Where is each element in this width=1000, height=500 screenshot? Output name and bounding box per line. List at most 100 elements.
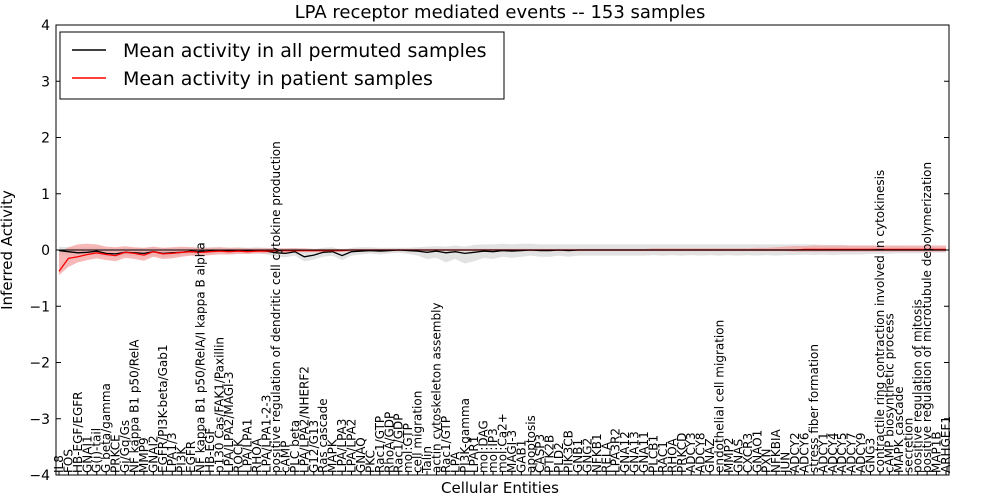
x-tick-label: ADCY2 <box>788 432 802 473</box>
x-tick-label: PTK2B <box>543 435 557 473</box>
y-tick-label: 0 <box>41 243 50 259</box>
x-tick-label: GNAO1 <box>750 430 764 473</box>
x-tick-label: NFKBIA <box>769 428 783 473</box>
x-tick-label: G12/G13 <box>307 420 321 473</box>
x-tick-label: GNB1 <box>571 439 585 473</box>
x-tick-label: NF kappa B1 p50/RelA/I kappa B alpha <box>194 242 208 473</box>
x-tick-label: GAB1 <box>514 440 528 473</box>
x-tick-label: PLCB1 <box>647 435 661 473</box>
y-tick-label: 1 <box>41 187 50 203</box>
y-tick-label: 3 <box>41 74 50 90</box>
x-tick-label: GNA12 <box>618 431 632 473</box>
x-tick-label: positive regulation of microtubule depol… <box>920 162 934 473</box>
x-tick-label: LPA1/3 <box>165 432 179 473</box>
x-tick-label: EGFR <box>184 441 198 473</box>
x-tick-label: PXN <box>760 449 774 473</box>
x-tick-label: GNG2 <box>580 438 594 473</box>
x-tick-label: LPA/LPA1-2-3 <box>260 395 274 473</box>
x-tick-label: cell migration <box>411 391 425 473</box>
x-tick-label: MMP9 <box>137 437 151 473</box>
x-tick-label: PKC <box>363 450 377 473</box>
x-tick-label: RhoA/GDP <box>382 412 396 473</box>
x-axis-label: Cellular Entities <box>441 479 559 497</box>
x-tick-label: GNG3 <box>864 438 878 473</box>
x-tick-label: cAMP <box>279 441 293 473</box>
x-tick-label: MAGI-3 <box>505 430 519 473</box>
x-tick-label: LPA <box>448 451 462 473</box>
x-tick-label: CASP3 <box>533 434 547 473</box>
y-tick-label: −1 <box>29 299 50 315</box>
x-tick-label: positive regulation of mitosis <box>911 299 925 473</box>
y-axis: −4 −3 −2 −1 0 1 2 3 4 <box>29 18 949 484</box>
legend-label-patient: Mean activity in patient samples <box>123 68 433 90</box>
x-tick-label: PLD2 <box>552 442 566 473</box>
x-tick-label: ADCY5 <box>835 432 849 473</box>
y-tick-label: 2 <box>41 131 50 147</box>
x-tick-label: contractile ring contraction involved in… <box>873 170 887 473</box>
x-tick-label: ROCK <box>231 438 245 473</box>
x-tick-label: PRKCD <box>675 433 689 473</box>
x-tick-label: Gi/Gq/Gs <box>118 420 132 473</box>
x-tick-label: mol:Ca2+ <box>496 413 510 473</box>
x-tick-label: GNAZ <box>703 438 717 473</box>
legend-label-permuted: Mean activity in all permuted samples <box>123 40 486 62</box>
x-tick-label: LPAR1 <box>467 436 481 473</box>
x-tick-label: Rac1/GTP <box>373 416 387 473</box>
x-tick-label: p130 Cas/FAK1/Paxillin <box>212 337 226 473</box>
x-tick-label: LPA/LPA2 <box>345 419 359 473</box>
x-tick-label: GNAS <box>731 439 745 473</box>
x-tick-label: Ras cascade <box>316 398 330 473</box>
x-tick-label: Rac1/GTP <box>439 416 453 473</box>
x-tick-label: secretion <box>901 418 915 473</box>
x-tick-label: GNAI2 <box>146 435 160 473</box>
x-tick-label: RELA <box>599 441 613 473</box>
x-tick-label: LPA/LPA2/NHERF2 <box>297 366 311 473</box>
x-tick-label: ADCY7 <box>845 432 859 473</box>
x-tick-label: apoptosis <box>524 415 538 473</box>
x-tick-label: LPA3R2 <box>609 428 623 473</box>
x-tick-label: NFKB1 <box>590 433 604 473</box>
x-tick-label: G beta/gamma <box>99 383 113 473</box>
x-tick-label: MAPK cascade <box>892 386 906 473</box>
x-tick-label: PI3K-gamma <box>458 398 472 473</box>
x-tick-label: GNA13 <box>628 431 642 473</box>
x-tick-label: PIK3CB <box>562 430 576 473</box>
x-tick-label: stress fiber formation <box>807 344 821 473</box>
x-tick-label: positive regulation of dendritic cell cy… <box>269 141 283 473</box>
x-tick-label: HB-EGF/EGFR <box>71 391 85 473</box>
x-tick-label: CXCR3 <box>741 433 755 473</box>
x-tick-label: HB-EGF <box>203 428 217 473</box>
x-tick-label: mol:GTP <box>401 423 415 473</box>
x-tick-label: FOS <box>61 449 75 473</box>
x-tick-label: RHOA <box>665 437 679 473</box>
x-tick-label: PI3K <box>175 446 189 473</box>
band-layer <box>59 243 946 276</box>
x-tick-label: MMP2 <box>722 437 736 473</box>
x-tick-label: MAP1B <box>930 431 944 473</box>
x-tick-label: EGFR/PI3K-beta/Gab1 <box>156 344 170 473</box>
x-tick-label: ADCY1 <box>816 432 830 473</box>
x-tick-label: RAC1 <box>656 441 670 473</box>
y-tick-label: −4 <box>29 468 50 484</box>
x-tick-label: GNAQ <box>354 437 368 473</box>
x-tick-label: GNAI1 <box>80 435 94 473</box>
band-patient <box>59 243 946 276</box>
x-tick-label: actin cytoskeleton assembly <box>429 302 443 472</box>
x-tick-label: ARHGEF1 <box>939 416 953 473</box>
x-tick-label: Rac1/GDP <box>392 414 406 473</box>
x-tick-label: PRKCE <box>109 434 123 473</box>
x-tick-label: PLC beta <box>288 420 302 473</box>
x-tick-label: ADCY8 <box>694 432 708 473</box>
x-tick-label: G(i)-tail <box>90 428 104 473</box>
x-tick-label: NF kappa B1 p50/RelA <box>128 339 142 473</box>
y-tick-label: 4 <box>41 18 50 34</box>
x-tick-label: JUN <box>779 452 793 474</box>
x-tick-label: GNA11 <box>637 431 651 473</box>
x-tick-label: LPA/LPA2/MAGI-3 <box>222 371 236 473</box>
x-tick-label: LPA/LPA3 <box>335 419 349 473</box>
chart-title: LPA receptor mediated events -- 153 samp… <box>295 2 706 23</box>
x-tick-label: ADCY4 <box>826 432 840 473</box>
x-tick-label: RHOA <box>250 437 264 473</box>
